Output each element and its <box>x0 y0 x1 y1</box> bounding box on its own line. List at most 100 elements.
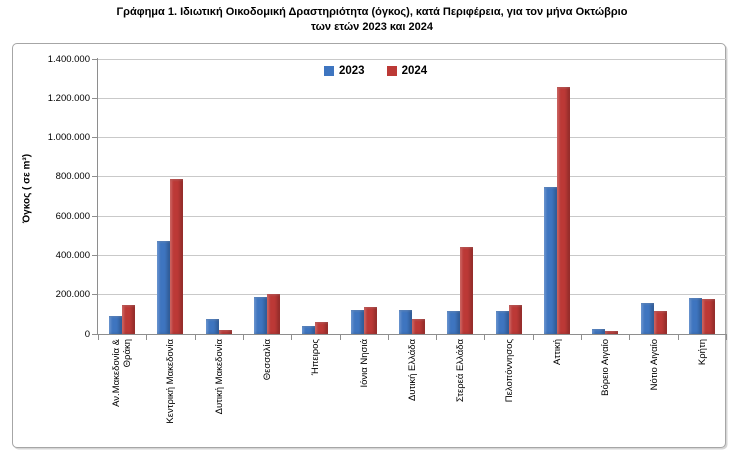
plot-area <box>98 58 727 334</box>
x-category-label-text: Αν.Μακεδονία & Θράκη <box>111 339 134 407</box>
x-category-label: Νότιο Αιγαίο <box>642 339 666 449</box>
y-tick-label: 600.000 <box>55 210 90 222</box>
x-category-label: Στερεά Ελλάδα <box>448 339 472 449</box>
bar-2023-2 <box>157 240 171 334</box>
x-category-label-text: Δυτική Ελλάδα <box>406 339 418 402</box>
x-category-label-text: Αττική <box>551 339 563 365</box>
x-category-label: Ιόνια Νησιά <box>352 339 376 449</box>
gridline <box>98 215 726 217</box>
legend-label-2024: 2024 <box>401 65 428 77</box>
x-category-label: Δυτική Ελλάδα <box>400 339 424 449</box>
x-category-label: Ήπειρος <box>303 339 327 449</box>
bar-2023-10 <box>543 186 557 334</box>
x-axis-tick <box>484 335 486 340</box>
bar-2023-12 <box>640 302 654 334</box>
y-axis-tick <box>92 294 98 296</box>
chart-title-line2: των ετών 2023 και 2024 <box>311 21 433 33</box>
x-category-label-text: Στερεά Ελλάδα <box>454 339 466 403</box>
y-axis-tick <box>92 215 98 217</box>
x-axis-tick <box>291 335 293 340</box>
x-category-label-text: Κρήτη <box>696 339 708 366</box>
x-axis-tick <box>387 335 389 340</box>
bar-2023-5 <box>302 326 316 334</box>
x-axis-tick <box>726 335 727 340</box>
x-axis-tick <box>242 335 244 340</box>
y-axis-tick <box>92 254 98 256</box>
x-category-label-text: Βόρειο Αιγαίο <box>599 339 611 396</box>
bar-2024-12 <box>653 311 667 334</box>
y-tick-label: 1.200.000 <box>47 92 90 104</box>
y-tick-label: 0 <box>84 328 90 340</box>
bar-2023-6 <box>350 310 364 334</box>
bar-2024-8 <box>460 246 474 334</box>
y-tick-label: 1.400.000 <box>47 53 90 65</box>
x-axis-tick <box>436 335 438 340</box>
y-tick-label: 800.000 <box>55 171 90 183</box>
y-axis-tick <box>92 58 98 60</box>
x-category-label-text: Ιόνια Νησιά <box>358 339 370 388</box>
y-axis-line <box>97 58 98 335</box>
x-category-label-text: Κεντρική Μακεδονία <box>164 339 176 424</box>
x-category-label: Δυτική Μακεδονία <box>207 339 231 449</box>
bar-2024-4 <box>267 293 281 334</box>
x-axis-tick <box>98 335 99 340</box>
chart-title: Γράφημα 1. Ιδιωτική Οικοδομική Δραστηριό… <box>0 5 744 35</box>
x-axis-line <box>98 334 727 335</box>
x-category-label-text: Πελοπόννησος <box>503 339 515 403</box>
x-category-label: Βόρειο Αιγαίο <box>593 339 617 449</box>
x-category-label: Θεσσαλία <box>255 339 279 449</box>
bar-2023-3 <box>205 319 219 334</box>
x-axis-tick <box>532 335 534 340</box>
x-axis-tick <box>339 335 341 340</box>
bar-2024-1 <box>122 304 136 334</box>
chart-frame: Όγκος ( σε m³) 2023 2024 1.400.000 1.200.0… <box>12 43 727 449</box>
gridline <box>98 97 726 99</box>
gridline <box>98 294 726 296</box>
gridline <box>98 58 726 60</box>
bar-2024-10 <box>556 87 570 334</box>
y-tick-label: 400.000 <box>55 249 90 261</box>
x-category-label: Κεντρική Μακεδονία <box>158 339 182 449</box>
x-category-label-text: Ήπειρος <box>309 339 321 376</box>
bar-2023-9 <box>495 311 509 334</box>
bar-2024-6 <box>363 306 377 334</box>
x-axis-tick <box>629 335 631 340</box>
y-axis-tick <box>92 137 98 139</box>
bar-2023-13 <box>688 297 702 334</box>
y-axis-tick <box>92 97 98 99</box>
bar-2024-3 <box>218 330 232 334</box>
x-category-label: Κρήτη <box>690 339 714 449</box>
bar-2024-5 <box>315 322 329 334</box>
bar-2023-11 <box>592 329 606 334</box>
x-axis-tick <box>581 335 583 340</box>
legend-label-2023: 2023 <box>339 65 365 77</box>
gridline <box>98 176 726 178</box>
bar-2023-8 <box>447 311 461 334</box>
bar-2023-1 <box>109 316 123 334</box>
y-tick-label: 1.000.000 <box>47 132 90 144</box>
x-category-label-text: Θεσσαλία <box>261 339 273 381</box>
gridline <box>98 254 726 256</box>
x-category-label-text: Δυτική Μακεδονία <box>213 339 225 415</box>
legend-item-2024: 2024 <box>386 65 428 77</box>
legend: 2023 2024 <box>324 65 427 77</box>
y-axis-tick <box>92 176 98 178</box>
x-category-label: Αττική <box>545 339 569 449</box>
gridline <box>98 137 726 139</box>
bar-2024-13 <box>701 299 715 334</box>
x-category-label-text: Νότιο Αιγαίο <box>648 339 660 391</box>
legend-item-2023: 2023 <box>324 65 365 77</box>
y-axis-tick <box>92 333 98 335</box>
bar-2024-9 <box>508 304 522 334</box>
chart-title-line1: Γράφημα 1. Ιδιωτική Οικοδομική Δραστηριό… <box>116 6 628 18</box>
x-axis-tick <box>677 335 679 340</box>
bar-2023-7 <box>399 310 412 334</box>
bar-2024-11 <box>605 331 619 334</box>
bar-2024-7 <box>412 319 425 334</box>
y-tick-label: 200.000 <box>55 289 90 301</box>
legend-swatch-2024 <box>386 66 397 76</box>
legend-swatch-2023 <box>324 66 334 76</box>
bar-2023-4 <box>254 296 268 334</box>
x-category-label: Αν.Μακεδονία & Θράκη <box>110 339 134 449</box>
